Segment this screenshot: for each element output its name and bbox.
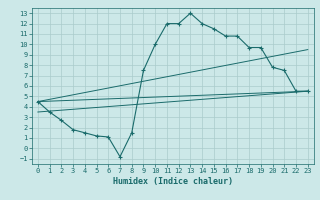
X-axis label: Humidex (Indice chaleur): Humidex (Indice chaleur) [113,177,233,186]
